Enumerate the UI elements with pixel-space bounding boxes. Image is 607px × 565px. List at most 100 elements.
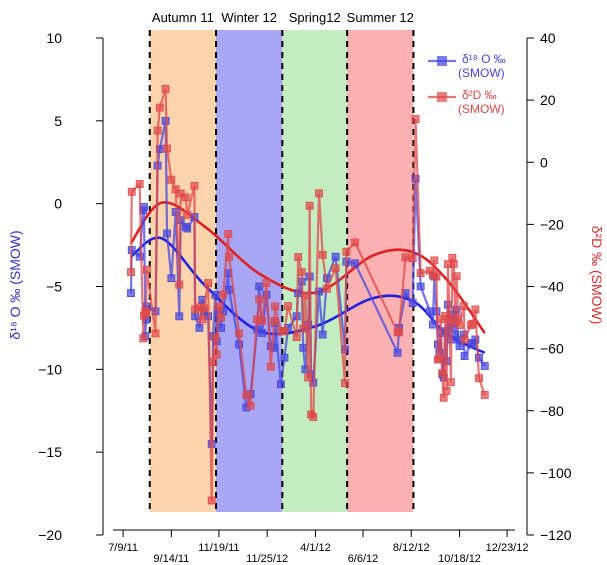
bottom-tick-label: 9/14/11 bbox=[153, 553, 189, 565]
data-point bbox=[211, 290, 220, 299]
data-point bbox=[255, 282, 264, 291]
right-tick-label: 0 bbox=[540, 154, 548, 170]
axes: 10 5 0 −5 −10 −15 −20 40 20 0 −20 −40 −60 −80 −100 −120… bbox=[7, 30, 605, 565]
data-point bbox=[258, 328, 267, 337]
left-tick-label: 5 bbox=[54, 113, 62, 129]
data-point bbox=[471, 305, 480, 314]
left-tick-label: 0 bbox=[54, 196, 62, 212]
legend-swatch-marker bbox=[437, 92, 447, 102]
bottom-tick-label: 12/23/12 bbox=[486, 542, 529, 554]
data-point bbox=[426, 307, 434, 316]
data-point bbox=[280, 353, 289, 362]
data-point bbox=[211, 333, 220, 342]
data-point bbox=[438, 369, 447, 378]
data-point bbox=[225, 253, 233, 261]
data-point bbox=[351, 259, 359, 268]
bottom-tick-label: 11/25/12 bbox=[246, 553, 288, 565]
data-point bbox=[255, 295, 264, 304]
data-point bbox=[175, 312, 184, 321]
data-point bbox=[393, 348, 402, 357]
data-point bbox=[331, 252, 340, 261]
data-point bbox=[299, 324, 308, 333]
data-point bbox=[294, 253, 303, 261]
legend-item-2: δ²D ‰ (SMOW) bbox=[428, 88, 505, 116]
data-point bbox=[284, 302, 292, 310]
data-point bbox=[195, 324, 204, 332]
data-point bbox=[452, 272, 461, 281]
data-point bbox=[351, 238, 359, 247]
data-point bbox=[428, 320, 437, 329]
left-tick-label: −10 bbox=[38, 361, 62, 377]
data-point bbox=[408, 299, 417, 307]
season-label: Spring12 bbox=[289, 10, 341, 25]
bottom-tick-label: 8/12/12 bbox=[393, 542, 430, 554]
legend: δ¹⁸ O ‰ (SMOW) δ²D ‰ (SMOW) bbox=[428, 52, 506, 116]
data-point bbox=[442, 386, 451, 395]
bottom-tick-label: 7/9/11 bbox=[108, 542, 138, 554]
data-point bbox=[142, 265, 151, 274]
data-point bbox=[341, 379, 349, 388]
data-point bbox=[301, 291, 310, 300]
data-point bbox=[439, 393, 448, 402]
data-point bbox=[199, 304, 208, 313]
season-label: Winter 12 bbox=[221, 10, 277, 25]
data-point bbox=[460, 335, 469, 344]
data-point bbox=[276, 380, 285, 389]
data-point bbox=[454, 314, 462, 323]
data-point bbox=[246, 401, 255, 410]
data-point bbox=[299, 343, 308, 352]
right-tick-label: 20 bbox=[540, 92, 556, 108]
data-point bbox=[204, 279, 212, 287]
data-point bbox=[209, 358, 218, 366]
data-point bbox=[435, 355, 444, 364]
data-point bbox=[318, 250, 327, 259]
data-point bbox=[271, 302, 279, 311]
data-point bbox=[258, 317, 267, 325]
data-point bbox=[408, 254, 417, 263]
data-point bbox=[217, 313, 225, 322]
data-point bbox=[127, 289, 135, 298]
data-point bbox=[167, 175, 176, 184]
left-tick-label: −20 bbox=[38, 527, 62, 543]
data-series bbox=[127, 85, 489, 505]
right-tick-label: −120 bbox=[540, 527, 572, 543]
data-point bbox=[153, 126, 162, 135]
right-tick-label: −40 bbox=[540, 279, 564, 295]
data-point bbox=[318, 330, 327, 339]
bottom-tick-label: 11/19/11 bbox=[198, 542, 239, 554]
data-point bbox=[142, 309, 151, 318]
left-tick-label: 10 bbox=[46, 30, 62, 46]
right-tick-label: −60 bbox=[540, 341, 564, 357]
data-point bbox=[401, 253, 410, 262]
data-point bbox=[163, 229, 171, 238]
data-point bbox=[480, 391, 489, 399]
data-point bbox=[140, 203, 148, 211]
data-point bbox=[411, 115, 420, 123]
data-point bbox=[266, 362, 275, 371]
bottom-tick-label: 10/18/12 bbox=[438, 553, 481, 565]
data-point bbox=[183, 224, 192, 233]
data-point bbox=[460, 352, 469, 360]
legend-swatch-marker bbox=[437, 56, 447, 66]
legend-label: δ¹⁸ O ‰ (SMOW) bbox=[458, 52, 506, 80]
data-point bbox=[214, 302, 223, 311]
series-line bbox=[129, 88, 486, 501]
data-point bbox=[161, 85, 170, 93]
data-point bbox=[235, 329, 243, 338]
data-point bbox=[323, 284, 331, 293]
data-point bbox=[430, 256, 439, 265]
data-point bbox=[224, 230, 233, 238]
data-point bbox=[175, 280, 184, 289]
data-point bbox=[190, 181, 199, 190]
data-point bbox=[471, 335, 480, 344]
data-point bbox=[304, 373, 313, 382]
season-band-1 bbox=[149, 30, 217, 512]
bottom-tick-label: 6/6/12 bbox=[348, 553, 379, 565]
data-point bbox=[315, 189, 323, 198]
data-point bbox=[475, 374, 483, 383]
bottom-tick-label: 4/1/12 bbox=[300, 542, 331, 554]
data-point bbox=[183, 210, 192, 219]
data-point bbox=[449, 259, 458, 268]
data-point bbox=[198, 315, 207, 324]
